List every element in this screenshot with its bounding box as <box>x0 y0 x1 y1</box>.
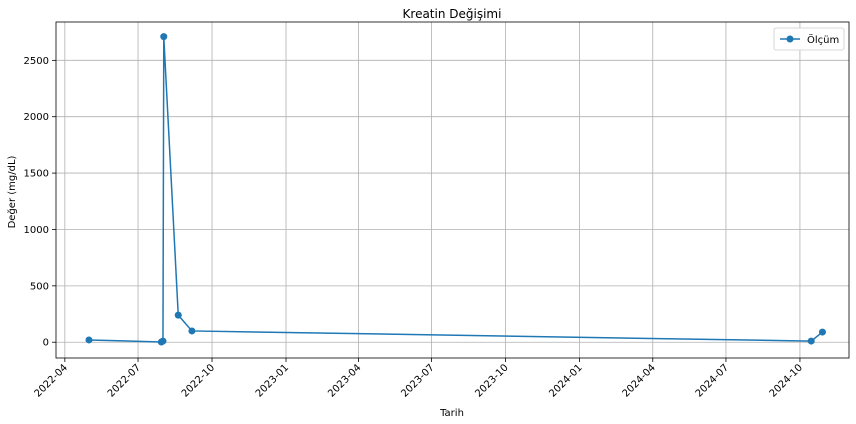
y-tick-label: 1000 <box>24 225 49 236</box>
data-point <box>188 327 196 335</box>
data-point <box>174 311 182 319</box>
series-layer <box>85 33 826 346</box>
grid <box>56 22 849 358</box>
y-tick-label: 0 <box>43 338 49 349</box>
y-tick-label: 2500 <box>24 56 49 67</box>
data-point <box>159 337 167 345</box>
y-axis-ticks: 0 500 1000 1500 2000 2500 <box>24 56 56 349</box>
data-point <box>160 33 168 41</box>
y-tick-label: 2000 <box>24 112 49 123</box>
y-tick-label: 500 <box>30 281 49 292</box>
chart-title: Kreatin Değişimi <box>403 7 502 21</box>
y-tick-label: 1500 <box>24 169 49 180</box>
legend-marker <box>786 35 794 43</box>
legend: Ölçüm <box>773 27 845 51</box>
legend-label: Ölçüm <box>807 33 839 46</box>
data-point <box>818 328 826 336</box>
plot-frame <box>55 21 850 359</box>
legend-box <box>773 27 845 51</box>
data-point <box>85 336 93 344</box>
x-axis-label: Tarih <box>439 408 464 419</box>
data-point <box>807 337 815 345</box>
y-axis-label: Değer (mg/dL) <box>6 155 18 228</box>
